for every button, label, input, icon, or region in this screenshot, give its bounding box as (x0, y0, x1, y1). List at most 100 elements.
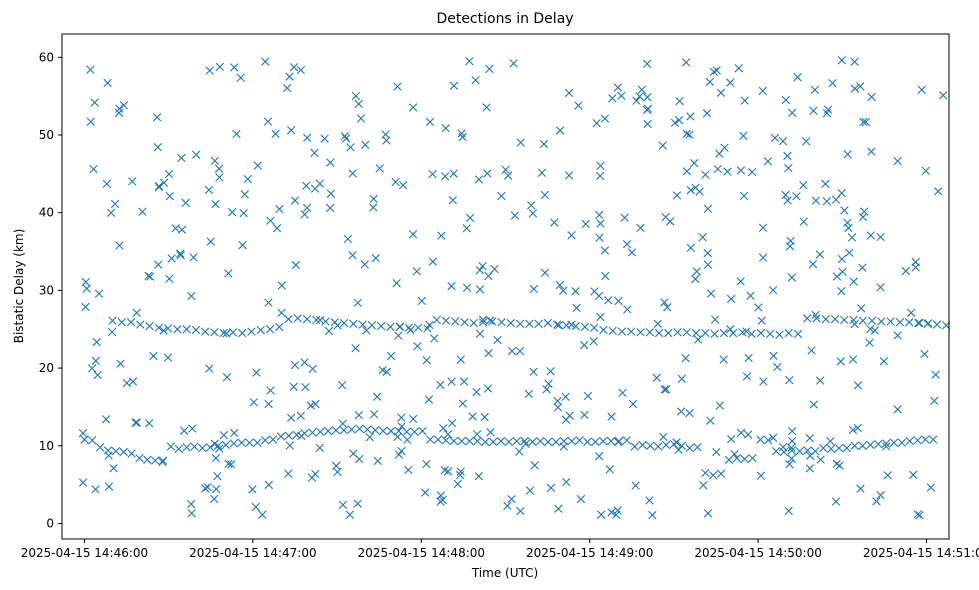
data-point-marker (353, 499, 362, 508)
data-point-marker (856, 484, 865, 493)
data-point-marker (920, 349, 929, 359)
data-point-marker (394, 331, 403, 340)
data-point-marker (478, 261, 487, 271)
data-point-marker (858, 316, 868, 325)
data-point-marker (746, 291, 755, 300)
data-point-marker (906, 308, 916, 317)
data-point-marker (783, 151, 792, 161)
data-point-marker (406, 325, 415, 335)
data-point-marker (456, 467, 465, 476)
data-point-marker (703, 509, 713, 518)
data-point-marker (425, 320, 434, 330)
data-point-marker (310, 148, 319, 158)
data-point-marker (315, 179, 325, 188)
data-point-marker (525, 319, 534, 328)
data-point-marker (94, 289, 104, 298)
data-point-marker (346, 143, 355, 152)
data-point-marker (417, 296, 426, 306)
data-point-marker (414, 323, 423, 332)
data-point-marker (676, 407, 686, 416)
data-point-marker (203, 483, 212, 492)
data-point-marker (617, 91, 626, 100)
data-point-marker (222, 329, 231, 338)
data-point-marker (221, 440, 231, 450)
data-point-marker (543, 318, 553, 328)
data-point-marker (748, 454, 757, 463)
data-point-marker (850, 319, 859, 329)
data-point-marker (756, 328, 766, 338)
data-point-marker (398, 180, 408, 190)
data-point-marker (540, 268, 550, 277)
data-point-marker (382, 367, 391, 376)
data-point-marker (715, 149, 724, 158)
data-point-marker (527, 201, 536, 210)
data-point-marker (858, 212, 868, 222)
data-point-marker (834, 443, 844, 453)
plot-frame (61, 33, 950, 540)
data-point-marker (913, 436, 922, 445)
data-point-marker (595, 452, 604, 461)
data-point-marker (159, 178, 169, 187)
data-point-marker (805, 434, 814, 443)
data-point-marker (264, 298, 273, 307)
data-point-marker (786, 236, 795, 246)
data-point-marker (205, 364, 214, 373)
data-point-marker (149, 351, 158, 361)
data-point-marker (373, 456, 382, 466)
data-point-marker (457, 129, 466, 138)
data-point-marker (520, 436, 529, 446)
data-point-marker (277, 281, 287, 290)
data-point-marker (422, 356, 431, 365)
data-point-marker (821, 314, 830, 324)
data-point-marker (732, 454, 741, 463)
data-point-marker (474, 175, 484, 184)
data-point-marker (914, 318, 923, 328)
data-point-marker (686, 112, 695, 121)
data-point-marker (215, 173, 224, 182)
data-point-marker (201, 484, 210, 493)
data-point-marker (706, 289, 716, 298)
data-point-marker (436, 491, 446, 500)
data-point-marker (198, 443, 207, 453)
data-point-marker (284, 314, 293, 324)
data-point-marker (658, 141, 667, 150)
data-point-marker (601, 271, 610, 281)
data-point-marker (469, 318, 478, 328)
data-point-marker (478, 315, 488, 324)
data-point-marker (78, 478, 88, 487)
data-point-marker (693, 335, 703, 344)
data-point-marker (866, 440, 875, 450)
data-point-marker (296, 65, 306, 75)
data-point-marker (638, 440, 647, 450)
data-point-marker (660, 298, 669, 307)
data-point-marker (391, 177, 400, 187)
data-point-marker (261, 436, 270, 445)
data-point-marker (740, 454, 749, 464)
data-point-marker (284, 469, 293, 478)
data-point-marker (635, 92, 644, 101)
data-point-marker (620, 213, 629, 222)
data-point-marker (472, 387, 481, 397)
data-point-marker (277, 308, 286, 318)
data-point-marker (515, 346, 525, 356)
data-point-marker (682, 129, 691, 138)
data-point-marker (652, 373, 661, 382)
data-point-marker (106, 208, 116, 218)
data-point-marker (166, 442, 176, 451)
data-point-marker (865, 338, 874, 347)
data-point-marker (740, 96, 749, 105)
data-point-marker (323, 426, 333, 436)
data-point-marker (828, 79, 837, 88)
data-point-marker (176, 251, 185, 260)
data-point-marker (768, 285, 778, 295)
data-point-marker (583, 437, 592, 447)
data-points (78, 56, 951, 520)
data-point-marker (441, 124, 450, 133)
data-point-marker (358, 320, 367, 329)
data-point-marker (889, 438, 899, 447)
data-point-marker (677, 374, 686, 384)
data-point-marker (378, 426, 388, 436)
data-point-marker (659, 432, 668, 442)
data-point-marker (802, 137, 811, 146)
data-point-marker (115, 104, 124, 113)
